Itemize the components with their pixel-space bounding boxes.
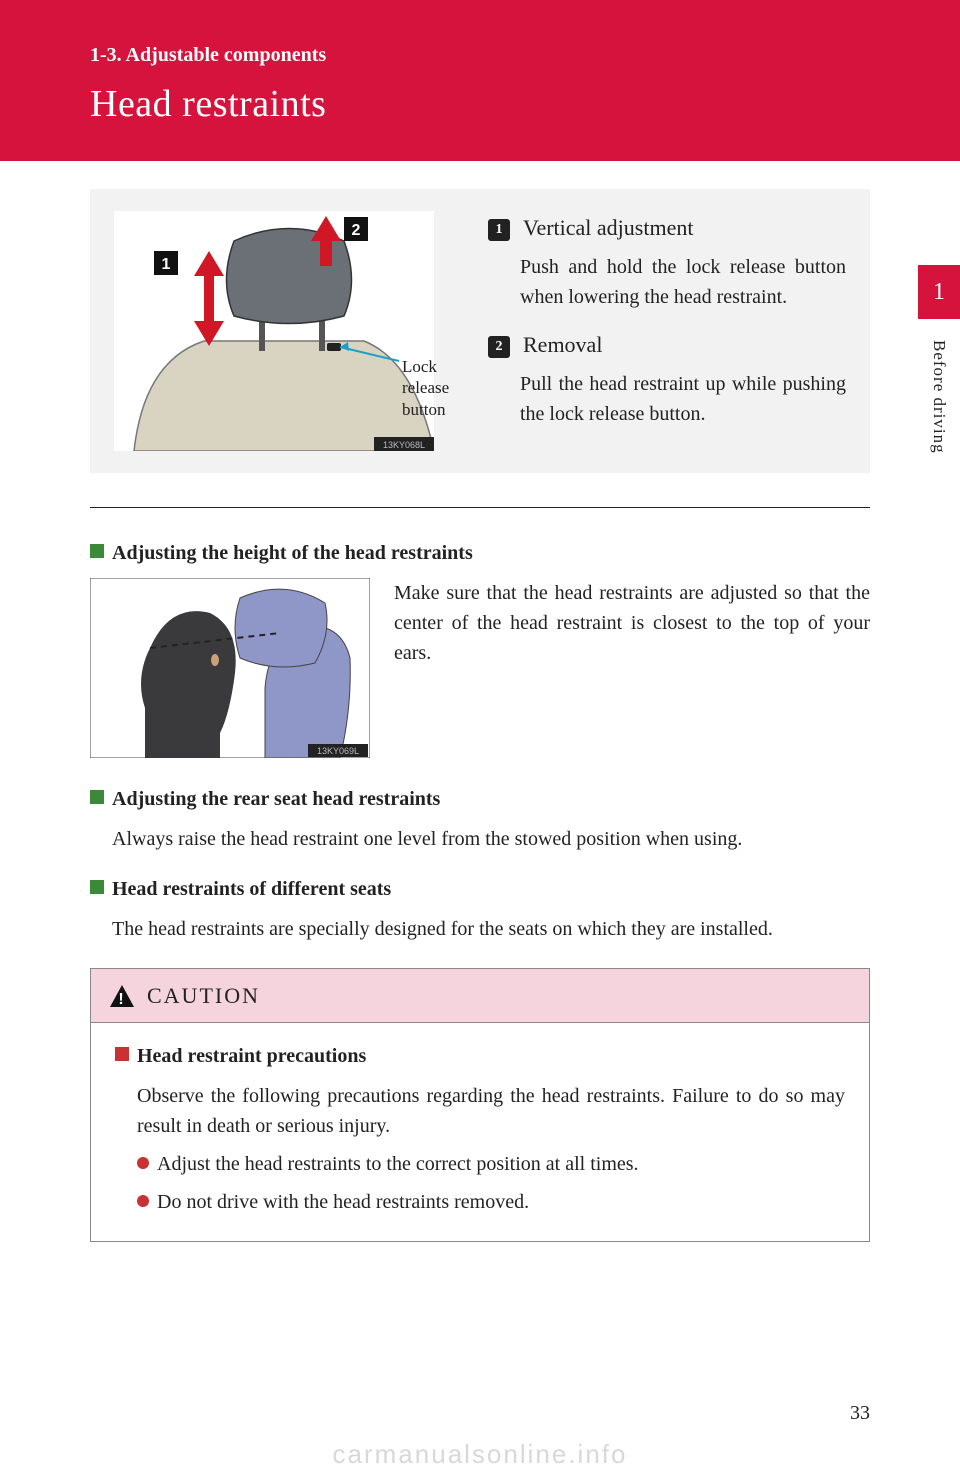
sub1-body: Make sure that the head restraints are a…: [394, 578, 870, 668]
caution-body: Head restraint precautions Observe the f…: [91, 1023, 869, 1241]
sub2-body: Always raise the head restraint one leve…: [112, 824, 870, 854]
chapter-tab: 1: [918, 265, 960, 319]
page-number: 33: [850, 1398, 870, 1428]
sub1-heading: Adjusting the height of the head restrai…: [90, 538, 870, 568]
step-1-title: Vertical adjustment: [523, 215, 693, 240]
subsection-rear: Adjusting the rear seat head restraints …: [90, 784, 870, 854]
caution-intro: Observe the following precautions regard…: [137, 1081, 845, 1141]
caution-label: CAUTION: [147, 979, 260, 1012]
svg-text:13KY068L: 13KY068L: [383, 440, 425, 450]
red-dot-icon: [137, 1195, 149, 1207]
headrest-height-illustration: 13KY069L: [90, 578, 370, 758]
green-marker-icon: [90, 790, 104, 804]
subsection-different: Head restraints of different seats The h…: [90, 874, 870, 944]
step-2-title: Removal: [523, 332, 602, 357]
svg-text:!: !: [118, 991, 125, 1008]
headrest-adjust-illustration: 1 2 13KY068L: [114, 211, 434, 451]
svg-text:2: 2: [352, 222, 361, 239]
page-title: Head restraints: [90, 76, 960, 133]
illustration-1-wrap: 1 2 13KY068L Lock release button: [114, 211, 464, 451]
watermark: carmanualsonline.info: [333, 1435, 628, 1474]
step-marker-2: 2: [488, 336, 510, 358]
sub3-heading: Head restraints of different seats: [90, 874, 870, 904]
caution-box: ! CAUTION Head restraint precautions Obs…: [90, 968, 870, 1242]
step-1-body: Push and hold the lock release button wh…: [520, 252, 846, 312]
caution-bullet-1: Adjust the head restraints to the correc…: [137, 1149, 845, 1179]
green-marker-icon: [90, 880, 104, 894]
warning-icon: !: [109, 984, 135, 1008]
step-2: 2 Removal Pull the head restraint up whi…: [488, 328, 846, 429]
chapter-tab-number: 1: [933, 274, 945, 310]
steps-list: 1 Vertical adjustment Push and hold the …: [488, 211, 846, 445]
caution-bullet-2: Do not drive with the head restraints re…: [137, 1187, 845, 1217]
caution-heading: Head restraint precautions: [115, 1041, 845, 1071]
red-dot-icon: [137, 1157, 149, 1169]
section-divider: [90, 507, 870, 508]
step-marker-1: 1: [488, 219, 510, 241]
step-2-body: Pull the head restraint up while pushing…: [520, 369, 846, 429]
green-marker-icon: [90, 544, 104, 558]
step-1: 1 Vertical adjustment Push and hold the …: [488, 211, 846, 312]
svg-text:13KY069L: 13KY069L: [317, 746, 359, 756]
svg-text:1: 1: [162, 256, 171, 273]
page-header: 1-3. Adjustable components Head restrain…: [0, 0, 960, 161]
sub2-heading: Adjusting the rear seat head restraints: [90, 784, 870, 814]
section-number: 1-3. Adjustable components: [90, 40, 960, 70]
red-marker-icon: [115, 1047, 129, 1061]
subsection-height: Adjusting the height of the head restrai…: [90, 538, 870, 758]
overview-box: 1 2 13KY068L Lock release button: [90, 189, 870, 473]
caution-header: ! CAUTION: [91, 969, 869, 1023]
chapter-tab-label: Before driving: [927, 340, 953, 454]
lock-release-label: Lock release button: [402, 356, 449, 420]
sub3-body: The head restraints are specially design…: [112, 914, 870, 944]
